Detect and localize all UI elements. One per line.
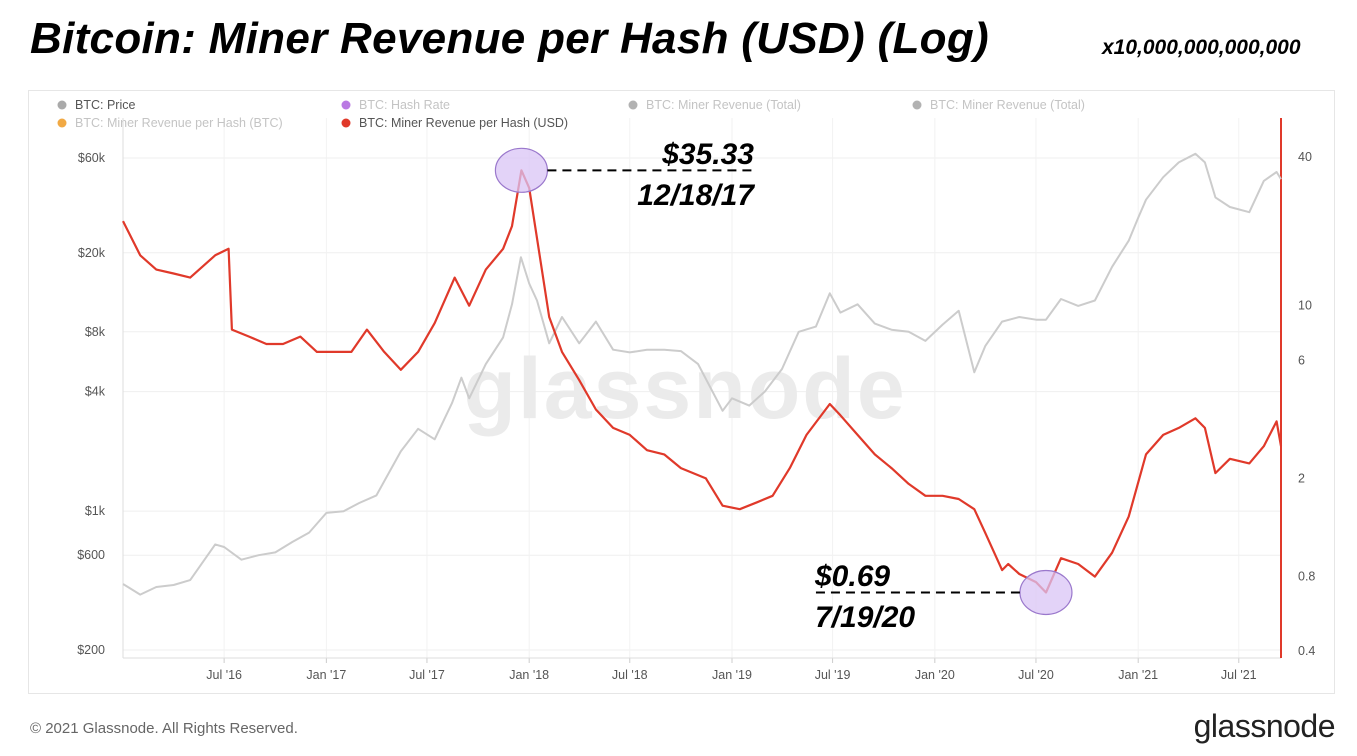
legend-marker-icon (57, 100, 67, 110)
legend-item[interactable]: BTC: Miner Revenue per Hash (BTC) (57, 116, 283, 130)
scale-multiplier-note: x10,000,000,000,000 (1102, 36, 1301, 59)
chart-title: Bitcoin: Miner Revenue per Hash (USD) (L… (30, 14, 989, 63)
y-left-tick-label: $20k (78, 246, 106, 260)
legend: BTC: Price BTC: Hash Rate BTC: Miner Reven… (57, 98, 1085, 130)
x-tick-label: Jan '21 (1118, 668, 1158, 682)
glassnode-logo: glassnode (1193, 708, 1336, 744)
y-left-tick-label: $200 (77, 643, 105, 657)
legend-item[interactable]: BTC: Hash Rate (341, 98, 451, 112)
annotations: $35.33 12/18/17 $0.69 7/19/20 (494, 138, 1073, 634)
legend-marker-icon (341, 118, 351, 128)
y-right-tick-label: 0.8 (1298, 570, 1315, 584)
highlight-ellipse (494, 147, 549, 193)
x-tick-label: Jul '16 (206, 668, 242, 682)
y-left-tick-label: $600 (77, 548, 105, 562)
revenue-per-hash-series-line (122, 169, 1283, 594)
copyright-text: © 2021 Glassnode. All Rights Reserved. (30, 720, 298, 737)
chart-frame (28, 90, 1335, 694)
series-layer (122, 152, 1283, 596)
legend-label: BTC: Miner Revenue per Hash (BTC) (75, 116, 283, 130)
y-right-tick-label: 10 (1298, 299, 1312, 313)
x-tick-label: Jan '17 (306, 668, 346, 682)
y-right-tick-label: 0.4 (1298, 644, 1315, 658)
price-series-line (122, 152, 1282, 596)
y-right-tick-label: 6 (1298, 354, 1305, 368)
y-left-tick-label: $1k (85, 504, 106, 518)
axes: $60k $20k $8k $4k $1k $600 $200 Jul '16 Jan '17 J… (77, 118, 1315, 682)
y-right-tick-label: 40 (1298, 150, 1312, 164)
y-right-tick-label: 2 (1298, 471, 1305, 485)
legend-item[interactable]: BTC: Price (57, 98, 136, 112)
legend-label: BTC: Miner Revenue (Total) (930, 98, 1085, 112)
grid-layer (123, 118, 1281, 658)
y-left-tick-label: $60k (78, 151, 106, 165)
y-left-tick-label: $4k (85, 385, 106, 399)
x-tick-label: Jan '20 (915, 668, 955, 682)
annotation-date: 7/19/20 (815, 601, 915, 634)
x-tick-label: Jul '19 (815, 668, 851, 682)
annotation-date: 12/18/17 (637, 179, 755, 212)
chart-svg: glassnode BTC: Price BTC: Hash Rate BTC: M… (57, 98, 1315, 682)
x-tick-label: Jul '21 (1221, 668, 1257, 682)
legend-label: BTC: Hash Rate (359, 98, 450, 112)
x-tick-label: Jul '18 (612, 668, 648, 682)
highlight-ellipse (1019, 569, 1073, 616)
x-tick-label: Jan '18 (509, 668, 549, 682)
legend-marker-icon (628, 100, 638, 110)
legend-marker-icon (57, 118, 67, 128)
legend-label: BTC: Miner Revenue per Hash (USD) (359, 116, 568, 130)
legend-marker-icon (912, 100, 922, 110)
watermark: glassnode (463, 341, 906, 437)
x-tick-label: Jan '19 (712, 668, 752, 682)
annotation-value: $0.69 (814, 560, 890, 593)
x-tick-label: Jul '20 (1018, 668, 1054, 682)
y-left-tick-label: $8k (85, 325, 106, 339)
annotation-value: $35.33 (661, 138, 754, 171)
legend-item[interactable]: BTC: Miner Revenue (Total) (912, 98, 1085, 112)
legend-item[interactable]: BTC: Miner Revenue (Total) (628, 98, 801, 112)
x-tick-label: Jul '17 (409, 668, 445, 682)
legend-marker-icon (341, 100, 351, 110)
legend-item[interactable]: BTC: Miner Revenue per Hash (USD) (341, 116, 569, 130)
legend-label: BTC: Miner Revenue (Total) (646, 98, 801, 112)
legend-label: BTC: Price (75, 98, 135, 112)
